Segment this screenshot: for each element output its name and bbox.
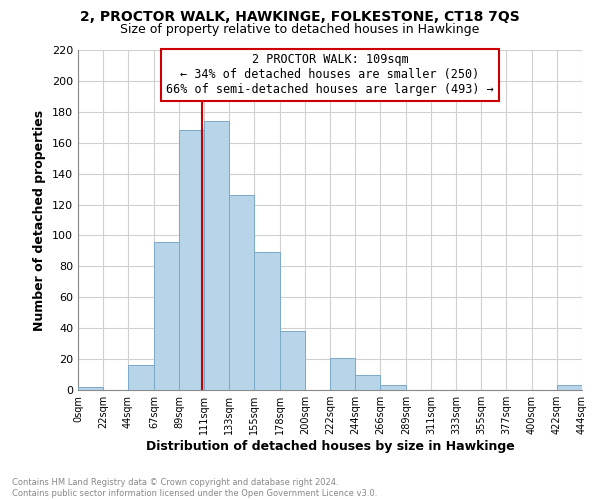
Bar [128,366,154,390]
Text: 2 PROCTOR WALK: 109sqm
← 34% of detached houses are smaller (250)
66% of semi-de: 2 PROCTOR WALK: 109sqm ← 34% of detached… [166,54,494,96]
Bar [355,374,380,390]
Bar [179,130,204,390]
X-axis label: Distribution of detached houses by size in Hawkinge: Distribution of detached houses by size … [146,440,514,453]
Bar [254,252,280,390]
Bar [380,386,406,390]
Bar [229,196,254,390]
Y-axis label: Number of detached properties: Number of detached properties [34,110,46,330]
Text: 2, PROCTOR WALK, HAWKINGE, FOLKESTONE, CT18 7QS: 2, PROCTOR WALK, HAWKINGE, FOLKESTONE, C… [80,10,520,24]
Bar [154,242,179,390]
Bar [330,358,355,390]
Bar [557,386,582,390]
Bar [204,121,229,390]
Bar [78,387,103,390]
Text: Size of property relative to detached houses in Hawkinge: Size of property relative to detached ho… [121,22,479,36]
Bar [280,332,305,390]
Text: Contains HM Land Registry data © Crown copyright and database right 2024.
Contai: Contains HM Land Registry data © Crown c… [12,478,377,498]
